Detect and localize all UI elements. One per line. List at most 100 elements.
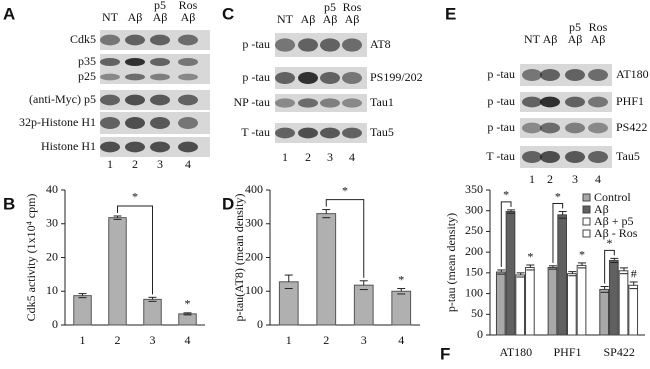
y-tick-label: 150 <box>465 265 483 279</box>
blot-band <box>298 38 318 52</box>
y-tick-label: 100 <box>245 283 263 297</box>
blot-band <box>150 141 170 153</box>
y-tick-label: 300 <box>245 216 263 230</box>
x-tick-label: 4 <box>185 333 191 347</box>
lane-number: 2 <box>132 157 138 171</box>
row-label: T -tau <box>486 149 515 163</box>
blot-band <box>100 34 120 46</box>
legend-swatch <box>582 205 591 214</box>
blot-band <box>275 72 295 84</box>
x-tick-label: 2 <box>323 333 329 347</box>
bar <box>618 270 629 336</box>
lane-header: Aβ <box>323 12 338 26</box>
lane-header: Aβ <box>543 32 558 46</box>
y-tick-label: 350 <box>465 182 483 196</box>
row-label: NP -tau <box>233 95 270 109</box>
lane-top: p5 <box>154 0 166 12</box>
lane-top: p5 <box>324 0 336 14</box>
error-bar <box>113 215 122 220</box>
lane-number: 1 <box>107 157 113 171</box>
bar <box>547 266 558 336</box>
blot-band <box>178 141 198 153</box>
annotation: * <box>342 183 348 197</box>
y-tick-label: 250 <box>465 223 483 237</box>
blot-band <box>342 98 362 108</box>
error-bar <box>629 281 638 290</box>
blot-band <box>342 38 362 52</box>
bar <box>608 259 619 336</box>
row-label: Histone H1 <box>41 139 96 153</box>
blot-strip <box>275 94 367 112</box>
bar <box>628 284 639 336</box>
right-label: PS199/202 <box>370 70 423 84</box>
bar <box>73 295 92 326</box>
lane-number: 1 <box>529 172 535 186</box>
legend-label: Aβ <box>594 202 609 216</box>
lane-number: 2 <box>547 172 553 186</box>
blot-band <box>125 117 145 129</box>
lane-number: 4 <box>595 172 601 186</box>
blot-strip <box>100 70 210 84</box>
lane-top: Ros <box>589 20 608 34</box>
bracket <box>552 203 564 263</box>
right-label: PS422 <box>616 120 647 134</box>
error-bar <box>322 209 331 219</box>
blot-band <box>100 117 120 129</box>
row-label: Cdk5 <box>70 32 96 46</box>
row-label: T -tau <box>241 125 270 139</box>
error-bar <box>548 265 557 270</box>
lane-header: Aβ <box>591 32 606 46</box>
lane-top: Ros <box>343 0 362 14</box>
blot-band <box>540 122 560 134</box>
bar <box>316 213 337 326</box>
legend-label: Aβ - Ros <box>594 226 638 240</box>
panel-letter: C <box>222 4 234 23</box>
blot-band <box>150 94 170 106</box>
blot-band <box>275 127 295 139</box>
error-bar <box>620 267 629 275</box>
blot-band <box>320 72 340 84</box>
blot-band <box>588 69 608 81</box>
blot-band <box>100 73 120 81</box>
row-label: p -tau <box>487 67 515 81</box>
error-bar <box>78 293 87 299</box>
x-tick-label: 4 <box>398 333 404 347</box>
blot-band <box>565 151 585 163</box>
annotation: # <box>631 267 637 281</box>
x-tick-label: PHF1 <box>553 345 581 359</box>
lane-header: Aβ <box>345 12 360 26</box>
x-tick-label: SP422 <box>603 345 634 359</box>
blot-band <box>540 69 560 81</box>
blot-band <box>275 98 295 108</box>
right-label: AT180 <box>616 67 649 81</box>
lane-header: Aβ <box>128 10 143 24</box>
blot-band <box>540 96 560 108</box>
lane-header: NT <box>524 32 541 46</box>
lane-header: Aβ <box>301 12 316 26</box>
error-bar <box>526 264 535 271</box>
y-tick-label: 200 <box>245 249 263 263</box>
blot-band <box>178 73 198 81</box>
row-label: p -tau <box>487 120 515 134</box>
blot-band <box>178 58 198 66</box>
panel-letter: D <box>222 194 234 213</box>
bar <box>525 266 535 336</box>
bar <box>505 211 516 336</box>
bracket <box>117 205 153 295</box>
x-tick-label: AT180 <box>499 345 532 359</box>
y-tick-label: 0 <box>477 327 483 341</box>
right-label: PHF1 <box>616 94 644 108</box>
error-bar <box>600 286 609 293</box>
error-bar <box>359 280 368 291</box>
blot-band <box>100 141 120 153</box>
blot-band <box>125 141 145 153</box>
blot-band <box>565 69 585 81</box>
row-label: p -tau <box>242 37 270 51</box>
blot-band <box>320 38 340 52</box>
y-tick-label: 30 <box>46 216 58 230</box>
y-tick-label: 10 <box>46 283 58 297</box>
error-bar <box>506 209 515 214</box>
right-label: Tau1 <box>370 95 394 109</box>
blot-band <box>100 94 120 106</box>
